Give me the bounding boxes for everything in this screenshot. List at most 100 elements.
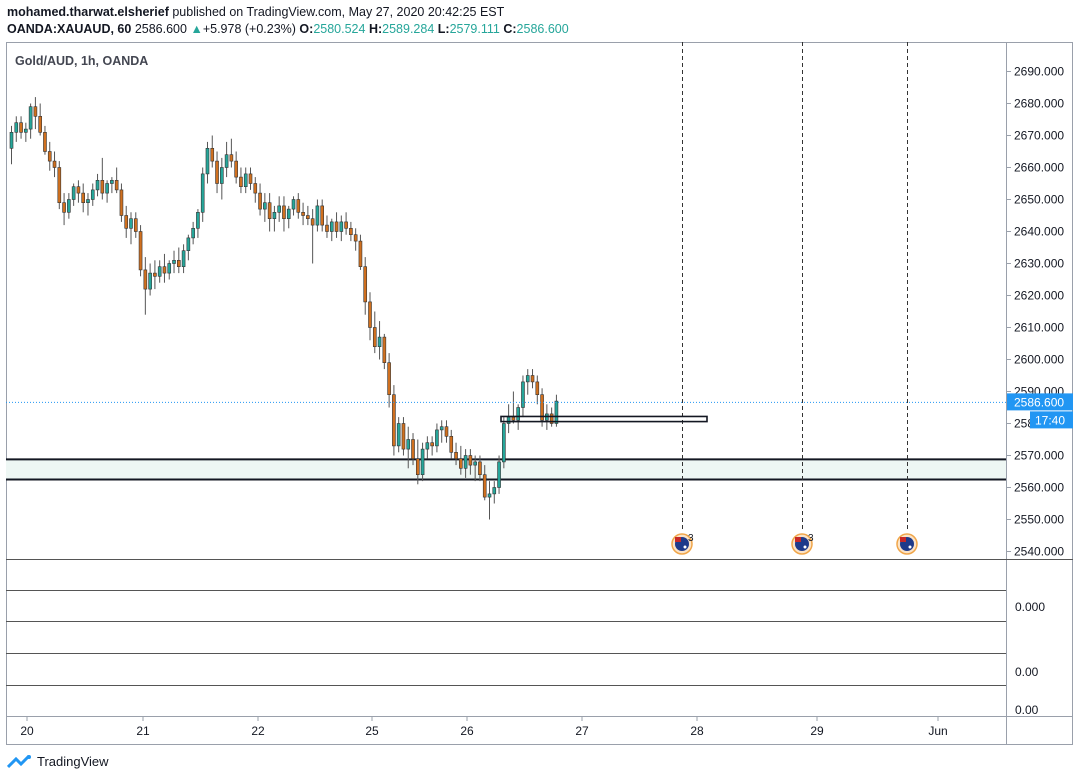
high-label: H: [368,22,383,36]
candle-body [177,259,181,267]
candle [353,228,358,251]
candle [325,215,329,238]
candle-body [334,221,339,232]
rectangle-drawing[interactable] [500,415,708,423]
event-marker[interactable] [896,533,918,555]
candle [420,442,425,482]
candle-body [143,269,148,290]
price-ticks: 2690.000 2680.000 2670.000 2660.000 2650.000… [1006,65,1064,559]
candle [530,369,535,389]
candle-body [454,451,458,459]
candle [95,173,100,197]
candle-body [382,336,387,364]
candle [124,205,129,238]
event-marker[interactable]: 3 [671,533,694,555]
candle [392,385,396,456]
last-price-badge [1007,393,1073,411]
candle-body [234,160,238,178]
candle-body [24,128,28,133]
candle [9,125,14,165]
candle [430,436,434,456]
candle [191,221,195,245]
countdown-badge [1030,411,1073,429]
tradingview-footer[interactable]: TradingView [7,754,109,769]
price-tick-label: 2660.000 [1014,161,1064,175]
candle [401,417,406,456]
candle-body [162,266,167,274]
low-value: 2579.111 [449,22,500,36]
last-price-label: 2586.600 [1014,395,1064,409]
candle-body [220,167,224,184]
candle-body [210,148,215,162]
price-tick-label: 2600.000 [1014,353,1064,367]
candle-body [119,189,124,216]
candle-body [377,336,382,348]
candle [382,333,387,370]
candle [43,125,47,155]
candle [248,167,253,190]
flag-union-jack-part [675,537,681,542]
price-tick-label: 2620.000 [1014,289,1064,303]
candle [411,433,415,466]
candle [86,193,90,216]
candle [320,199,325,232]
candle [349,221,353,242]
event-count: 3 [688,533,694,544]
price-tick-label: 2570.000 [1014,449,1064,463]
candle-body [272,212,277,220]
indicator-axis-label: 0.00 [1015,703,1039,717]
candle [105,180,109,203]
candle [100,157,105,200]
candle [52,151,57,178]
candle [358,234,363,270]
candle-body [105,183,109,194]
candles-layer [9,97,559,520]
candle-body [129,218,133,229]
author-name[interactable]: mohamed.tharwat.elsherief [7,5,169,19]
candle-body [229,154,234,162]
countdown-label: 17:40 [1035,413,1065,427]
candle [372,311,377,354]
candle [28,103,33,139]
candle [234,151,238,184]
flag-union-jack-part [900,537,906,542]
candle-body [473,461,477,466]
close-label: C: [503,22,517,36]
candle [521,375,525,418]
support-zone[interactable] [6,459,1006,480]
candle [487,481,492,520]
candle-body [353,234,358,242]
candle [296,193,301,219]
candle-body [478,461,482,475]
candle-body [71,186,76,200]
candle-body [200,173,205,213]
candle [38,103,42,136]
chart-frame [6,42,1073,745]
candle-body [62,202,66,213]
pane-title: Gold/AUD, 1h, OANDA [15,54,148,68]
candle [277,196,281,222]
candle [143,257,148,315]
candle-body [100,180,105,194]
support-zone-layer [6,458,1006,481]
candle-body [243,173,248,187]
candle-body [148,272,152,290]
candle-body [282,205,286,219]
event-marker[interactable]: 3 [791,533,814,555]
candle-body [277,205,281,213]
candle [162,253,167,283]
candle [215,151,219,194]
candle-body [425,442,430,450]
candle [267,193,272,232]
candle-body [320,205,325,226]
candle [71,183,76,206]
candle [153,260,157,290]
candle [224,141,229,178]
candle [210,135,215,168]
candle-body [516,407,520,421]
candle [67,193,71,219]
event-count: 3 [808,533,814,544]
candle [406,426,411,469]
